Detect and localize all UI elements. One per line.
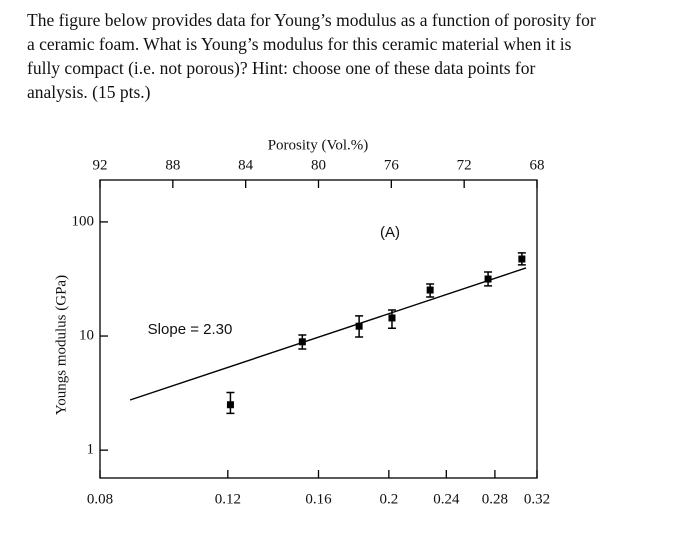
top-tick-label: 88 xyxy=(165,157,180,173)
x-tick-label: 0.08 xyxy=(87,491,113,507)
top-tick-label: 92 xyxy=(93,157,108,173)
top-tick-label: 84 xyxy=(238,157,254,173)
x-tick-label: 0.32 xyxy=(524,491,550,507)
x-tick-label: 0.28 xyxy=(482,491,508,507)
top-tick-label: 76 xyxy=(384,157,400,173)
question-line: analysis. (15 pts.) xyxy=(27,82,151,102)
x-tick-label: 0.2 xyxy=(379,491,398,507)
panel-label: (A) xyxy=(380,224,400,241)
slope-annotation: Slope = 2.30 xyxy=(148,321,233,338)
data-point xyxy=(484,275,492,283)
question-line: a ceramic foam. What is Young’s modulus … xyxy=(27,34,572,54)
fit-line xyxy=(129,267,527,401)
top-axis-title: Porosity (Vol.%) xyxy=(268,137,369,153)
data-point xyxy=(388,314,396,322)
top-tick-label: 72 xyxy=(457,157,472,173)
question-line: fully compact (i.e. not porous)? Hint: c… xyxy=(27,58,536,78)
data-point xyxy=(518,255,526,263)
question-line: The figure below provides data for Young… xyxy=(27,10,596,30)
top-tick-label: 80 xyxy=(311,157,326,173)
data-point xyxy=(226,401,234,409)
y-tick-label: 100 xyxy=(72,213,95,229)
y-tick-label: 10 xyxy=(79,327,94,343)
data-point xyxy=(355,322,363,330)
data-point xyxy=(298,338,306,346)
x-tick-label: 0.16 xyxy=(305,491,332,507)
x-tick-label: 0.24 xyxy=(433,491,460,507)
top-tick-label: 68 xyxy=(530,157,545,173)
y-axis-title: Youngs modulus (GPa) xyxy=(53,275,69,415)
x-tick-label: 0.12 xyxy=(215,491,241,507)
data-point xyxy=(426,286,434,294)
y-tick-label: 1 xyxy=(87,442,95,458)
